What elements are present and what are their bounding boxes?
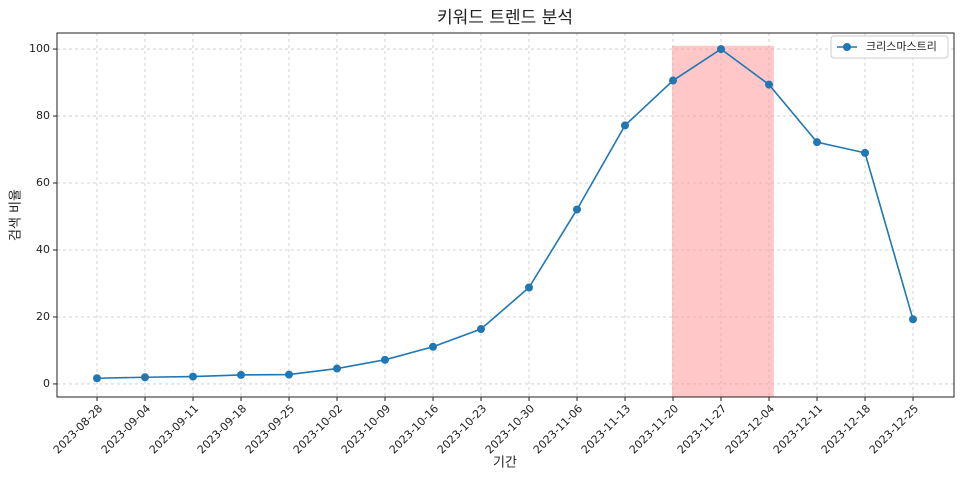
- point: [765, 80, 773, 89]
- x-tick-label: 2023-11-06: [531, 402, 585, 456]
- legend-box: [830, 35, 949, 59]
- legend-label: 크리스마스트리: [866, 40, 937, 53]
- point: [717, 45, 725, 54]
- x-tick-label: 2023-09-11: [147, 402, 201, 456]
- x-tick-label: 2023-11-27: [675, 402, 729, 456]
- point: [237, 370, 245, 379]
- y-tick-label: 60: [36, 176, 50, 189]
- chart-title: 키워드 트렌드 분석: [437, 8, 573, 28]
- y-axis-label: 검색 비율: [9, 189, 24, 241]
- x-tick-label: 2023-11-13: [579, 402, 633, 456]
- point: [573, 205, 581, 214]
- point: [477, 325, 485, 334]
- x-tick-label: 2023-12-18: [819, 402, 873, 456]
- point: [861, 148, 869, 157]
- legend-marker: [843, 43, 851, 51]
- x-tick-label: 2023-09-25: [243, 402, 297, 456]
- plot-frame: [56, 32, 955, 398]
- highlight-span: [672, 45, 774, 398]
- x-tick-label: 2023-12-25: [867, 402, 921, 456]
- point: [93, 374, 101, 383]
- point: [189, 372, 197, 381]
- x-tick-label: 2023-10-02: [291, 402, 345, 456]
- y-tick-label: 40: [36, 243, 50, 256]
- y-tick-label: 20: [36, 310, 50, 323]
- point: [909, 315, 917, 324]
- point: [525, 283, 533, 292]
- point: [381, 355, 389, 364]
- point: [669, 76, 677, 85]
- legend: 크리스마스트리: [830, 35, 949, 59]
- x-tick-label: 2023-10-16: [387, 402, 441, 456]
- x-tick-label: 2023-09-04: [99, 402, 153, 456]
- y-tick-label: 80: [36, 109, 50, 122]
- point: [285, 370, 293, 379]
- x-tick-label: 2023-10-23: [435, 402, 489, 456]
- x-tick-label: 2023-10-30: [483, 402, 537, 456]
- x-tick-label: 2023-09-18: [195, 402, 249, 456]
- line: [96, 48, 914, 380]
- x-tick-label: 2023-11-20: [627, 402, 681, 456]
- x-tick-label: 2023-12-04: [723, 402, 777, 456]
- x-tick-label: 2023-12-11: [771, 402, 825, 456]
- y-tick-label: 100: [29, 42, 50, 55]
- x-tick-label: 2023-08-28: [51, 402, 105, 456]
- y-tick-label: 0: [43, 377, 50, 390]
- point: [813, 138, 821, 147]
- point: [333, 364, 341, 373]
- point: [429, 342, 437, 351]
- point: [141, 373, 149, 382]
- x-tick-label: 2023-10-09: [339, 402, 393, 456]
- x-axis-label: 기간: [493, 456, 517, 471]
- point: [621, 121, 629, 130]
